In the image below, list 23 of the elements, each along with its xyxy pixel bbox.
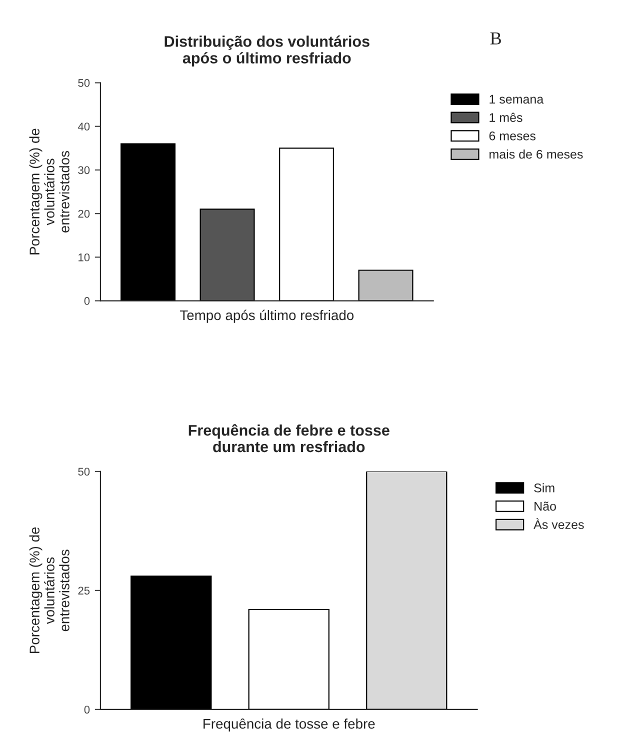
text: B xyxy=(490,32,501,44)
y-tick-label: 20 xyxy=(78,210,90,218)
legend-label: 1 semana xyxy=(490,94,544,104)
y-tick-label: 40 xyxy=(78,122,90,131)
y-tick-label: 25 xyxy=(78,586,90,595)
y-tick-label: 0 xyxy=(84,706,90,714)
legend-label: 6 meses xyxy=(489,131,536,140)
legend-label: mais de 6 meses xyxy=(490,149,583,159)
y-axis-title: Porcentagem (%) de voluntários entrevistados xyxy=(29,527,70,654)
y-tick-label: 0 xyxy=(84,297,90,305)
x-axis-title: Tempo após último resfriado xyxy=(180,310,354,323)
y-tick-label: 50 xyxy=(78,79,90,87)
x-axis-title: Frequência de tosse e febre xyxy=(204,718,375,732)
y-axis-title: Porcentagem (%) de voluntários entrevistados xyxy=(29,128,70,254)
y-tick-label: 30 xyxy=(78,166,90,174)
legend-label: Sim xyxy=(534,483,554,492)
legend-label: Não xyxy=(534,502,556,511)
y-tick-label: 50 xyxy=(78,468,90,476)
y-tick-label: 10 xyxy=(78,253,90,262)
legend-label: 1 mês xyxy=(490,112,522,122)
legend-label: Às vezes xyxy=(534,518,584,530)
chart-title: Distribuição dos voluntários após o último resfriado xyxy=(164,36,370,66)
chart-title: Frequência de febre e tosse durante um resfriado xyxy=(188,424,390,452)
